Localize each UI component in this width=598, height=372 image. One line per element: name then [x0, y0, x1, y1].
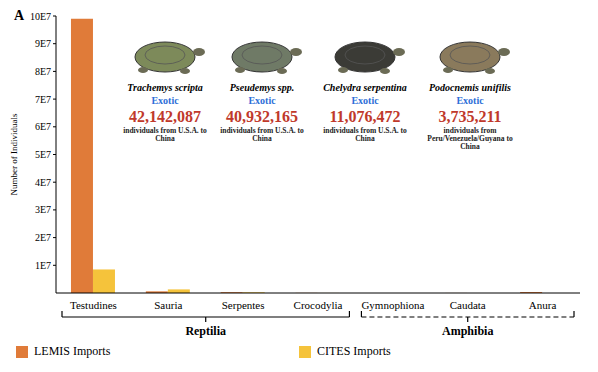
html-text:LEMIS Imports: LEMIS Imports [34, 344, 111, 358]
svg-text:1E7: 1E7 [35, 260, 51, 271]
svg-text:Amphibia: Amphibia [442, 324, 493, 338]
html-text:Trachemys scripta: Trachemys scripta [127, 82, 203, 93]
svg-text:5E7: 5E7 [35, 149, 51, 160]
svg-text:10E7: 10E7 [30, 11, 51, 22]
html-text:individuals from Peru/Venezuel: individuals from Peru/Venezuela/Guyana t… [427, 125, 513, 152]
html-text:11,076,472: 11,076,472 [329, 108, 401, 125]
html-text:3,735,211: 3,735,211 [438, 108, 502, 125]
svg-text:Caudata: Caudata [450, 299, 486, 311]
svg-text:Sauria: Sauria [154, 299, 182, 311]
svg-text:7E7: 7E7 [35, 94, 51, 105]
html-text:CITES Imports: CITES Imports [317, 344, 391, 358]
svg-text:Crocodylia: Crocodylia [294, 299, 343, 311]
svg-text:9E7: 9E7 [35, 38, 51, 49]
html-text:Exotic: Exotic [151, 95, 179, 106]
html-text:Exotic: Exotic [456, 95, 484, 106]
svg-text:Reptilia: Reptilia [185, 324, 226, 338]
svg-text:8E7: 8E7 [35, 66, 51, 77]
svg-text:2E7: 2E7 [35, 232, 51, 243]
html-text:42,142,087: 42,142,087 [129, 108, 201, 125]
html-text:A: A [14, 8, 25, 23]
html-text:individuals from U.S.A. to Chi: individuals from U.S.A. to China [123, 125, 207, 143]
html-text:individuals from U.S.A. to Chi: individuals from U.S.A. to China [323, 125, 407, 143]
html-text:Exotic: Exotic [351, 95, 379, 106]
svg-text:Testudines: Testudines [70, 299, 117, 311]
svg-text:4E7: 4E7 [35, 177, 51, 188]
html-text:40,932,165: 40,932,165 [226, 108, 298, 125]
html-text:Exotic: Exotic [248, 95, 276, 106]
svg-text:Number of Individuals: Number of Individuals [9, 113, 19, 195]
svg-text:Anura: Anura [529, 299, 557, 311]
svg-text:6E7: 6E7 [35, 121, 51, 132]
svg-text:3E7: 3E7 [35, 204, 51, 215]
html-text:Pseudemys spp.: Pseudemys spp. [229, 82, 295, 93]
html-text:Podocnemis unifilis: Podocnemis unifilis [429, 82, 511, 93]
html-text:individuals from U.S.A. to Chi: individuals from U.S.A. to China [220, 125, 304, 143]
html-text:Chelydra serpentina: Chelydra serpentina [323, 82, 407, 93]
svg-text:Gymnophiona: Gymnophiona [361, 299, 424, 311]
svg-text:Serpentes: Serpentes [222, 299, 265, 311]
